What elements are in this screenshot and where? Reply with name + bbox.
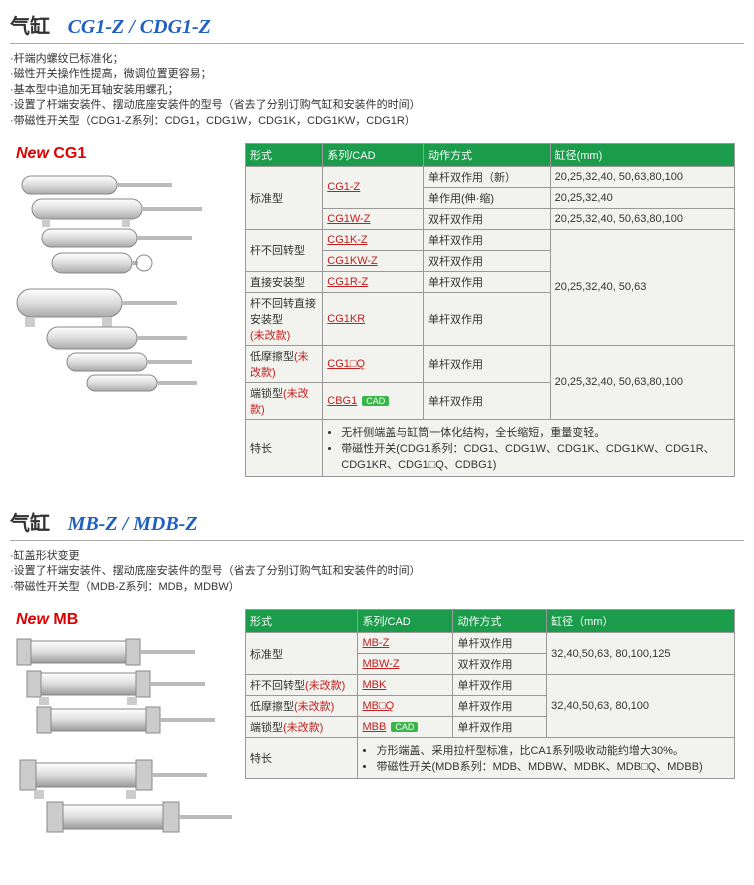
cell-action: 双杆双作用 — [424, 208, 551, 229]
new-badge: New CG1 — [16, 145, 235, 163]
cell-action: 双杆双作用 — [424, 250, 551, 271]
th-diameter: 缸径（mm） — [547, 610, 735, 633]
cylinder-group-icon — [12, 171, 232, 281]
bullet: ·带磁性开关型（CDG1-Z系列：CDG1，CDG1W，CDG1K，CDG1KW… — [10, 114, 744, 129]
link-mbk[interactable]: MBK — [362, 679, 386, 691]
cell-type: 杆不回转型 — [246, 229, 323, 271]
section2-model: MB-Z / MDB-Z — [68, 513, 198, 535]
cad-badge[interactable]: CAD — [362, 396, 389, 406]
th-action: 动作方式 — [453, 610, 547, 633]
new-model: MB — [53, 611, 78, 628]
link-mbb[interactable]: MBB — [362, 721, 386, 733]
cell-type: 低摩擦型(未改款) — [246, 345, 323, 382]
cell-action: 单作用(伸·缩) — [424, 187, 551, 208]
section1-image-col: New CG1 — [10, 141, 235, 399]
cell-dia: 20,25,32,40 — [550, 187, 734, 208]
new-text: New — [16, 145, 49, 162]
cylinder-illustration — [10, 635, 235, 845]
cell-action: 单杆双作用 — [424, 271, 551, 292]
th-series: 系列/CAD — [323, 143, 424, 166]
section2-image-col: New MB — [10, 607, 235, 845]
link-mbq[interactable]: MB□Q — [362, 700, 394, 712]
cell-action: 单杆双作用 — [453, 675, 547, 696]
cell-action: 单杆双作用 — [453, 717, 547, 738]
section1-model: CG1-Z / CDG1-Z — [68, 16, 211, 38]
cell-dia: 20,25,32,40, 50,63,80,100 — [550, 345, 734, 419]
link-cbg1[interactable]: CBG1 — [327, 395, 357, 407]
new-text: New — [16, 611, 49, 628]
section1-label: 气缸 — [10, 16, 50, 38]
section1-content: New CG1 — [10, 141, 744, 477]
cell-features: 无杆侧端盖与缸筒一体化结构，全长缩短，重量变轻。 带磁性开关(CDG1系列：CD… — [323, 419, 735, 476]
link-cg1rz[interactable]: CG1R-Z — [327, 276, 368, 288]
link-cg1kz[interactable]: CG1K-Z — [327, 234, 367, 246]
th-diameter: 缸径(mm) — [550, 143, 734, 166]
feature-item: 带磁性开关(MDB系列：MDB、MDBW、MDBK、MDB□Q、MDBB) — [376, 758, 730, 774]
cell-dia: 20,25,32,40, 50,63 — [550, 229, 734, 345]
section1-title: 气缸 CG1-Z / CDG1-Z — [10, 10, 744, 44]
cell-dia: 32,40,50,63, 80,100,125 — [547, 633, 735, 675]
section2-label: 气缸 — [10, 513, 50, 535]
cell-action: 单杆双作用 — [453, 633, 547, 654]
cell-feature-label: 特长 — [246, 419, 323, 476]
feature-item: 方形端盖、采用拉杆型标准，比CA1系列吸收动能约增大30%。 — [376, 742, 730, 758]
cell-dia: 20,25,32,40, 50,63,80,100 — [550, 166, 734, 187]
cell-type: 标准型 — [246, 166, 323, 229]
cell-feature-label: 特长 — [246, 738, 358, 779]
section2-table: 形式 系列/CAD 动作方式 缸径（mm） 标准型 MB-Z 单杆双作用 32,… — [245, 609, 735, 779]
new-badge: New MB — [16, 611, 235, 629]
th-type: 形式 — [246, 610, 358, 633]
feature-item: 无杆侧端盖与缸筒一体化结构，全长缩短，重量变轻。 — [341, 424, 730, 440]
cell-action: 单杆双作用 — [424, 382, 551, 419]
cylinder-group-icon — [12, 758, 232, 843]
bullet: ·缸盖形状变更 — [10, 549, 744, 564]
cell-action: 单杆双作用 — [424, 229, 551, 250]
feature-item: 带磁性开关(CDG1系列：CDG1、CDG1W、CDG1K、CDG1KW、CDG… — [341, 440, 730, 472]
cell-type: 端锁型(未改款) — [246, 382, 323, 419]
cell-action: 单杆双作用 — [424, 345, 551, 382]
new-model: CG1 — [53, 145, 86, 162]
link-cg1z[interactable]: CG1-Z — [327, 181, 360, 193]
bullet: ·带磁性开关型（MDB-Z系列：MDB，MDBW） — [10, 580, 744, 595]
bullet: ·杆端内螺纹已标准化； — [10, 52, 744, 67]
bullet: ·磁性开关操作性提高，微调位置更容易； — [10, 67, 744, 82]
cylinder-group-icon — [12, 637, 232, 752]
cell-type: 端锁型(未改款) — [246, 717, 358, 738]
cell-type: 杆不回转直接安装型(未改款) — [246, 292, 323, 345]
th-action: 动作方式 — [424, 143, 551, 166]
th-type: 形式 — [246, 143, 323, 166]
bullet: ·设置了杆端安装件、摆动底座安装件的型号（省去了分别订购气缸和安装件的时间） — [10, 98, 744, 113]
cell-action: 单杆双作用 — [424, 292, 551, 345]
link-cg1kr[interactable]: CG1KR — [327, 313, 365, 325]
link-cg1q[interactable]: CG1□Q — [327, 358, 365, 370]
link-mbz[interactable]: MB-Z — [362, 637, 389, 649]
cell-series: MBB CAD — [358, 717, 453, 738]
cad-badge[interactable]: CAD — [391, 722, 418, 732]
cylinder-illustration — [10, 169, 235, 399]
section1-table: 形式 系列/CAD 动作方式 缸径(mm) 标准型 CG1-Z 单杆双作用（新）… — [245, 143, 735, 477]
cell-dia: 20,25,32,40, 50,63,80,100 — [550, 208, 734, 229]
cell-dia: 32,40,50,63, 80,100 — [547, 675, 735, 738]
link-cg1wz[interactable]: CG1W-Z — [327, 213, 370, 225]
cell-type: 杆不回转型(未改款) — [246, 675, 358, 696]
th-series: 系列/CAD — [358, 610, 453, 633]
bullet: ·基本型中追加无耳轴安装用螺孔； — [10, 83, 744, 98]
cell-features: 方形端盖、采用拉杆型标准，比CA1系列吸收动能约增大30%。 带磁性开关(MDB… — [358, 738, 735, 779]
cell-type: 标准型 — [246, 633, 358, 675]
bullet: ·设置了杆端安装件、摆动底座安装件的型号（省去了分别订购气缸和安装件的时间） — [10, 564, 744, 579]
link-mbwz[interactable]: MBW-Z — [362, 658, 399, 670]
section2-title: 气缸 MB-Z / MDB-Z — [10, 507, 744, 541]
section1-bullets: ·杆端内螺纹已标准化； ·磁性开关操作性提高，微调位置更容易； ·基本型中追加无… — [10, 52, 744, 129]
link-cg1kwz[interactable]: CG1KW-Z — [327, 255, 378, 267]
section2-content: New MB — [10, 607, 744, 845]
cell-action: 单杆双作用（新） — [424, 166, 551, 187]
section2-bullets: ·缸盖形状变更 ·设置了杆端安装件、摆动底座安装件的型号（省去了分别订购气缸和安… — [10, 549, 744, 595]
cell-type: 直接安装型 — [246, 271, 323, 292]
cell-action: 双杆双作用 — [453, 654, 547, 675]
cell-series: CBG1 CAD — [323, 382, 424, 419]
cell-action: 单杆双作用 — [453, 696, 547, 717]
cylinder-group-icon — [12, 287, 232, 397]
cell-type: 低摩擦型(未改款) — [246, 696, 358, 717]
